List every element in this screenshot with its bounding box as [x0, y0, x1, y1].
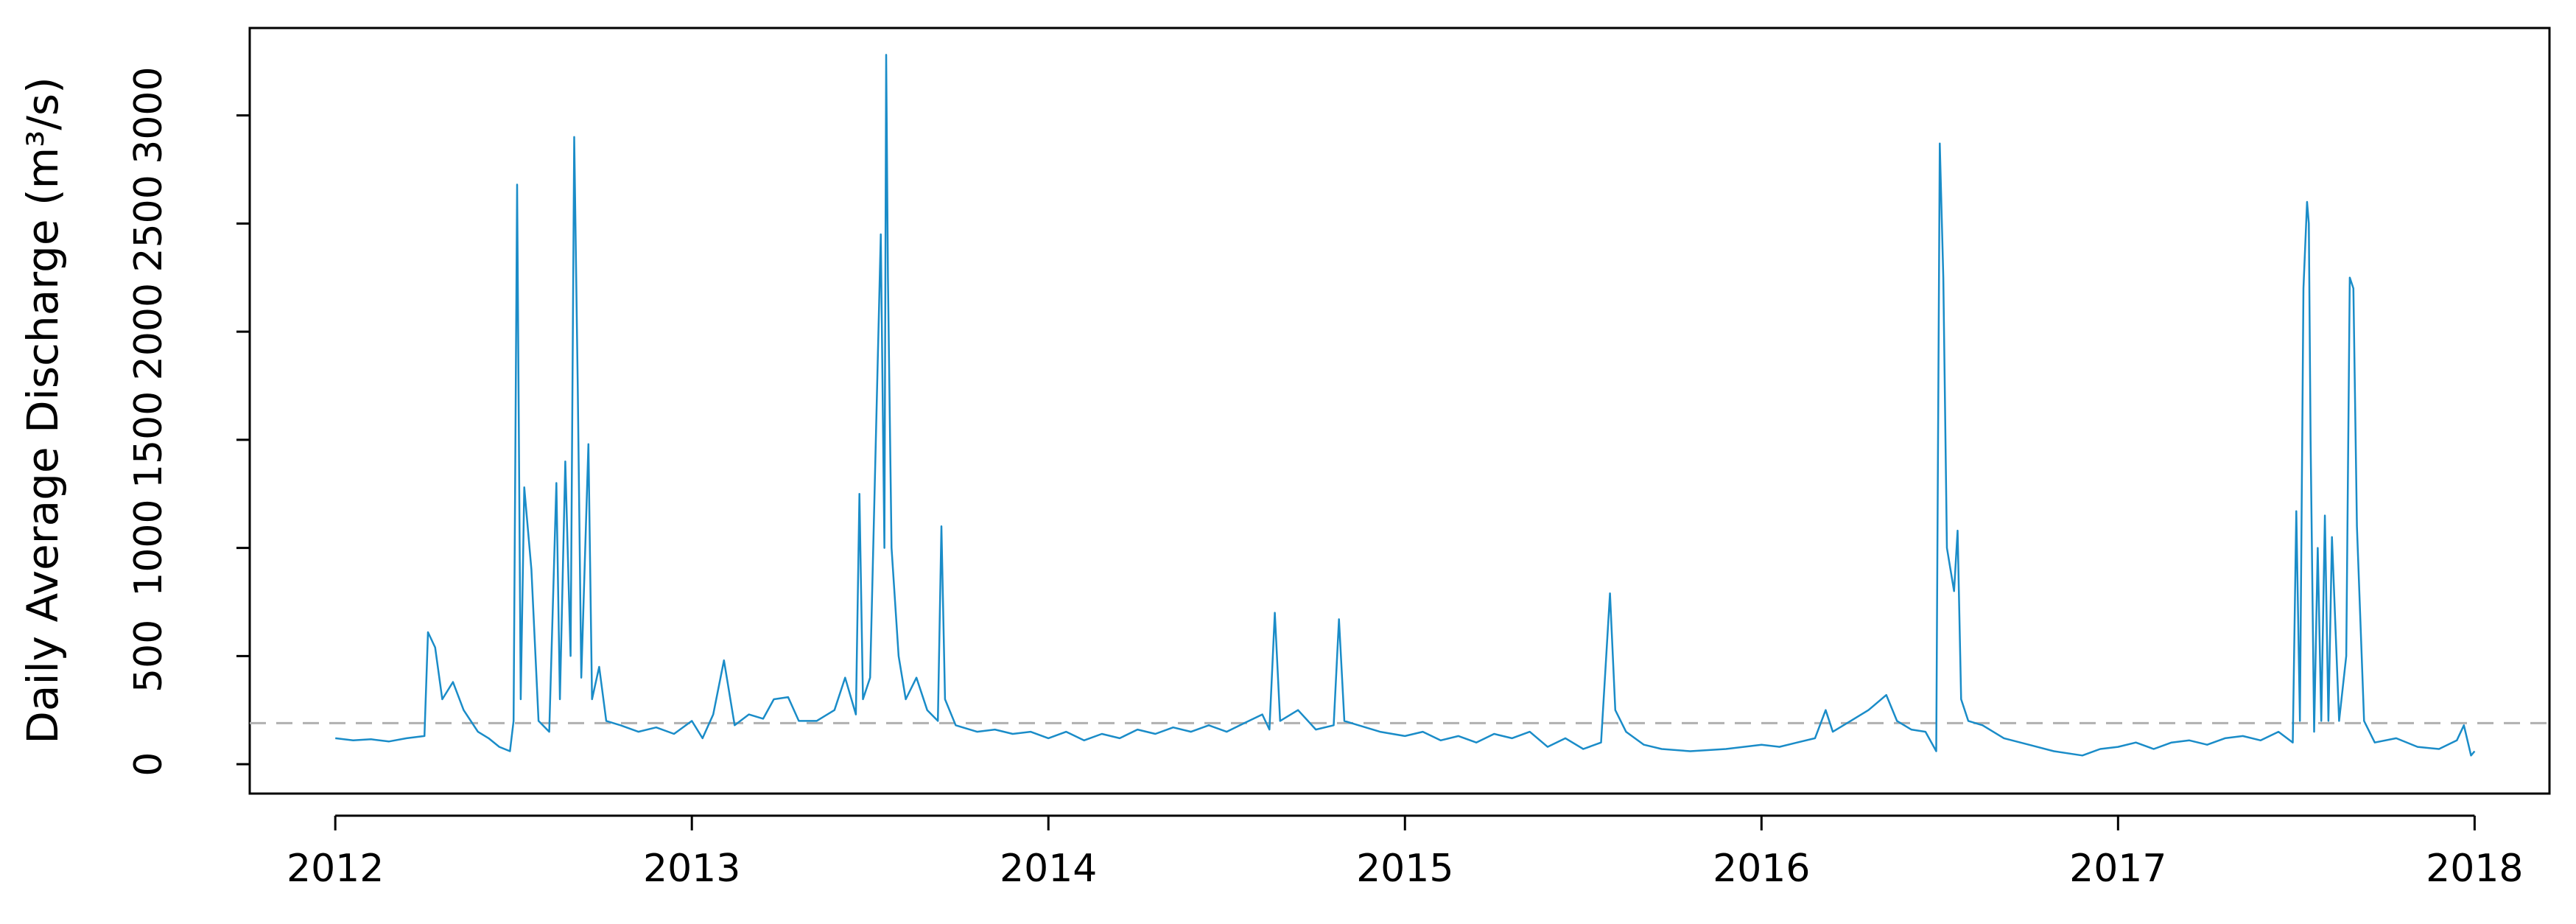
x-tick-label: 2015	[1356, 847, 1453, 891]
y-tick-label: 0	[127, 752, 171, 777]
y-tick-label: 1500	[127, 391, 171, 489]
y-tick-label: 3000	[127, 66, 171, 164]
x-tick-label: 2014	[1000, 847, 1097, 891]
x-tick-label: 2017	[2069, 847, 2166, 891]
y-axis-title: Daily Average Discharge (m³/s)	[18, 77, 68, 744]
discharge-line	[335, 54, 2476, 757]
plot-frame	[248, 27, 2551, 795]
y-tick-label: 2500	[127, 175, 171, 272]
x-tick-label: 2018	[2426, 847, 2523, 891]
x-tick-label: 2013	[643, 847, 740, 891]
x-tick-label: 2016	[1713, 847, 1810, 891]
y-tick-label: 1000	[127, 499, 171, 596]
y-tick-label: 2000	[127, 283, 171, 380]
x-tick-label: 2012	[287, 847, 384, 891]
y-tick-label: 500	[127, 620, 171, 693]
